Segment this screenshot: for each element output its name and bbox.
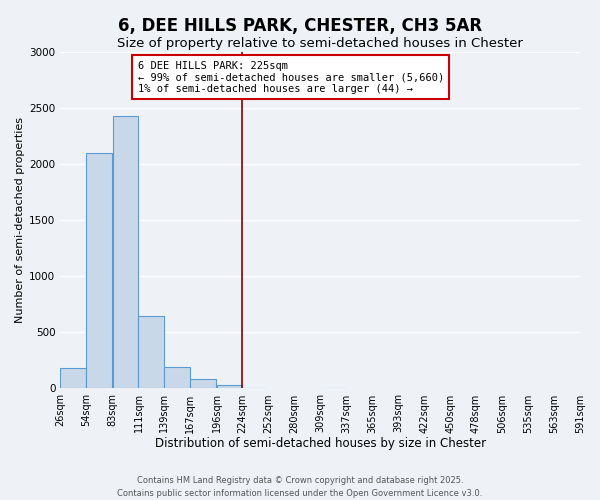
- Text: Contains HM Land Registry data © Crown copyright and database right 2025.
Contai: Contains HM Land Registry data © Crown c…: [118, 476, 482, 498]
- Text: 6 DEE HILLS PARK: 225sqm
← 99% of semi-detached houses are smaller (5,660)
1% of: 6 DEE HILLS PARK: 225sqm ← 99% of semi-d…: [137, 60, 444, 94]
- X-axis label: Distribution of semi-detached houses by size in Chester: Distribution of semi-detached houses by …: [155, 437, 486, 450]
- Title: Size of property relative to semi-detached houses in Chester: Size of property relative to semi-detach…: [117, 38, 523, 51]
- Bar: [139, 316, 164, 388]
- Text: 6, DEE HILLS PARK, CHESTER, CH3 5AR: 6, DEE HILLS PARK, CHESTER, CH3 5AR: [118, 18, 482, 36]
- Y-axis label: Number of semi-detached properties: Number of semi-detached properties: [15, 117, 25, 323]
- Bar: [86, 152, 112, 388]
- Bar: [164, 366, 190, 388]
- Bar: [113, 116, 139, 388]
- Bar: [60, 368, 86, 388]
- Bar: [190, 380, 216, 388]
- Bar: [217, 385, 242, 388]
